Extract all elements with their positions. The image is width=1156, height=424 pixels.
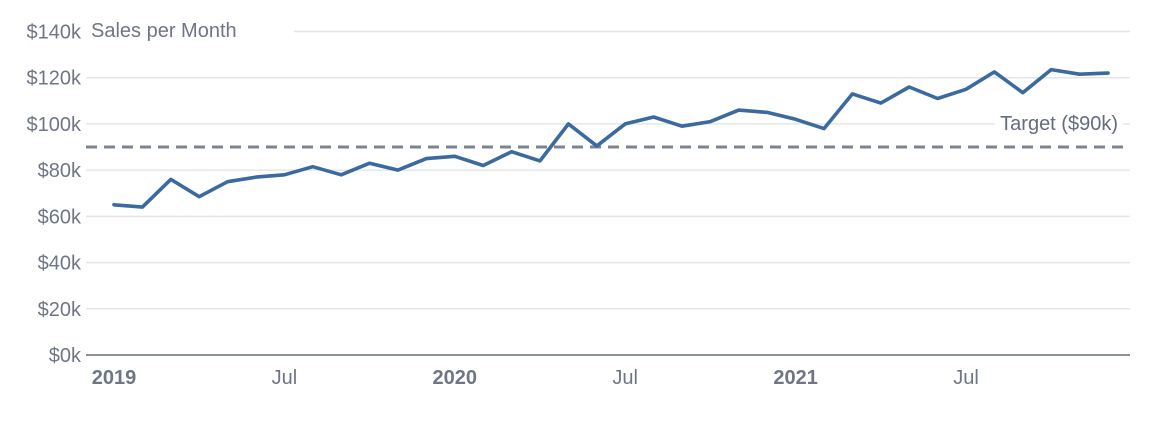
y-axis-label: $100k — [27, 114, 82, 136]
y-axis-label: $140k — [27, 22, 82, 44]
x-axis-label: 2020 — [433, 367, 478, 389]
y-axis-label: $0k — [49, 345, 82, 367]
sales-line — [112, 67, 1110, 209]
y-axis-label: $60k — [38, 206, 82, 228]
x-axis-label: Jul — [953, 367, 979, 389]
y-axis-label: $120k — [27, 68, 82, 90]
x-axis-label: Jul — [272, 367, 298, 389]
y-axis-label: $40k — [38, 253, 82, 275]
chart-title: Sales per Month — [91, 20, 237, 42]
x-axis-label: 2019 — [92, 367, 137, 389]
y-axis-label: $80k — [38, 160, 82, 182]
x-axis-label: 2021 — [773, 367, 818, 389]
x-axis-label: Jul — [612, 367, 638, 389]
y-axis-label: $20k — [38, 299, 82, 321]
target-annotation-label: Target ($90k) — [995, 113, 1123, 135]
